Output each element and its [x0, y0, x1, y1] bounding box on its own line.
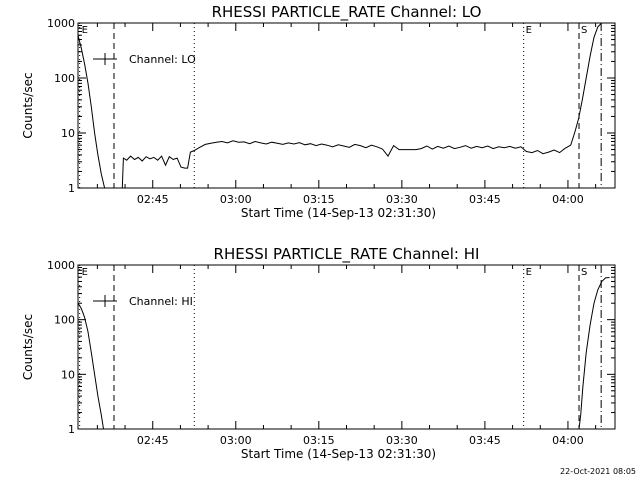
- p1-y-axis-label: Counts/sec: [21, 72, 35, 138]
- p2-x-tick-label: 02:45: [137, 434, 169, 447]
- p2-legend-label: Channel: HI: [129, 295, 193, 308]
- p2-x-tick-label: 04:00: [552, 434, 584, 447]
- p2-x-tick-label: 03:30: [386, 434, 418, 447]
- p1-x-axis-label: Start Time (14-Sep-13 02:31:30): [241, 206, 436, 220]
- p1-x-tick-label: 04:00: [552, 193, 584, 206]
- p1-x-tick-label: 03:45: [469, 193, 501, 206]
- p1-y-tick-label: 10: [61, 127, 75, 140]
- p1-x-tick-label: 03:00: [220, 193, 252, 206]
- p2-chart-title: RHESSI PARTICLE_RATE Channel: HI: [214, 245, 480, 264]
- p2-series-line: [578, 277, 610, 430]
- p1-plot-frame: [77, 22, 616, 189]
- p1-marker-label: E: [82, 25, 88, 36]
- p1-x-tick-label: 03:30: [386, 193, 418, 206]
- p1-series-line: [77, 35, 106, 189]
- p2-marker-label: S: [581, 267, 587, 278]
- p1-marker-label: E: [526, 25, 532, 36]
- p1-y-tick-label: 1: [68, 182, 75, 195]
- footer-timestamp: 22-Oct-2021 08:05: [560, 467, 636, 476]
- p2-y-tick-label: 10: [61, 368, 75, 381]
- p1-series-line: [121, 22, 610, 189]
- p2-x-tick-label: 03:45: [469, 434, 501, 447]
- p2-x-tick-label: 03:00: [220, 434, 252, 447]
- p1-y-tick-label: 100: [54, 72, 75, 85]
- p2-y-tick-label: 1: [68, 423, 75, 436]
- p1-legend-label: Channel: LO: [129, 53, 196, 66]
- p2-series-line: [77, 302, 104, 430]
- p1-y-tick-label: 1000: [47, 17, 75, 30]
- p2-plot-frame: [77, 264, 616, 430]
- p1-marker-label: S: [581, 25, 587, 36]
- p2-marker-label: E: [82, 267, 88, 278]
- p2-y-tick-label: 100: [54, 314, 75, 327]
- p1-x-tick-label: 02:45: [137, 193, 169, 206]
- p2-x-tick-label: 03:15: [303, 434, 335, 447]
- p2-marker-label: E: [526, 267, 532, 278]
- p2-y-axis-label: Counts/sec: [21, 314, 35, 380]
- p2-y-tick-label: 1000: [47, 259, 75, 272]
- p2-x-axis-label: Start Time (14-Sep-13 02:31:30): [241, 447, 436, 461]
- p1-chart-title: RHESSI PARTICLE_RATE Channel: LO: [212, 3, 482, 22]
- p1-x-tick-label: 03:15: [303, 193, 335, 206]
